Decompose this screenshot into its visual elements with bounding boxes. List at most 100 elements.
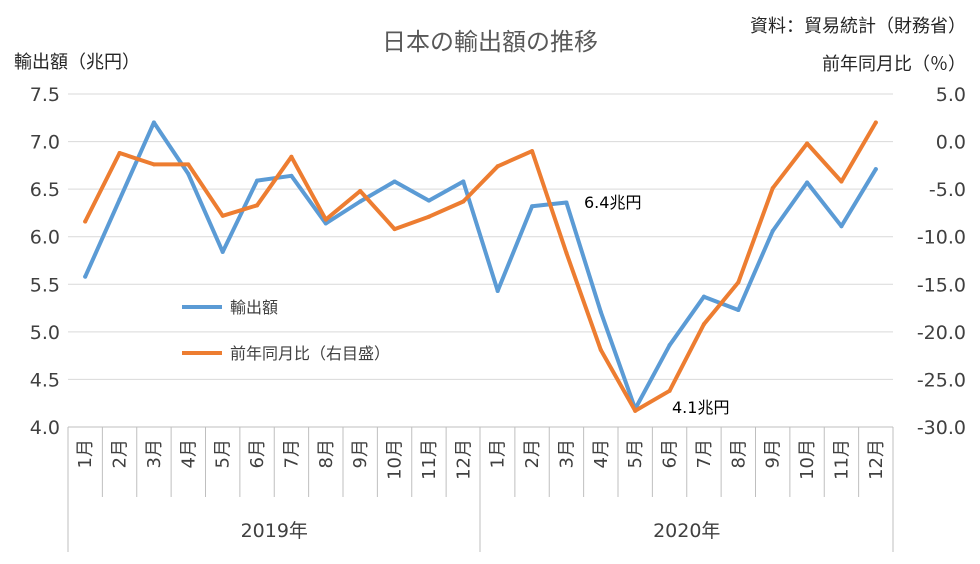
data-point-yoy xyxy=(461,199,466,204)
right-tick-label: 0.0 xyxy=(936,132,966,154)
month-label: 2月 xyxy=(522,439,543,468)
month-label: 1月 xyxy=(488,439,509,468)
data-point-yoy xyxy=(117,150,122,155)
right-tick-label: -30.0 xyxy=(917,417,966,439)
data-point-yoy xyxy=(736,280,741,285)
data-point-export xyxy=(392,179,397,184)
data-point-export xyxy=(770,229,775,234)
left-tick-label: 4.0 xyxy=(30,417,60,439)
series-lines xyxy=(83,120,878,413)
data-point-export xyxy=(839,224,844,229)
data-point-yoy xyxy=(805,141,810,146)
data-point-yoy xyxy=(598,347,603,352)
annotation-may-2020: 4.1兆円 xyxy=(672,398,729,417)
data-point-yoy xyxy=(358,189,363,194)
data-point-export xyxy=(667,343,672,348)
data-point-export xyxy=(289,173,294,178)
data-point-yoy xyxy=(495,164,500,169)
month-label: 3月 xyxy=(144,439,165,468)
month-label: 11月 xyxy=(419,439,440,480)
data-point-yoy xyxy=(323,217,328,222)
legend-label-yoy: 前年同月比（右目盛） xyxy=(230,344,390,363)
series-line-export xyxy=(83,120,878,411)
data-point-yoy xyxy=(220,213,225,218)
data-point-export xyxy=(873,167,878,172)
right-tick-label: -10.0 xyxy=(917,227,966,249)
month-label: 8月 xyxy=(728,439,749,468)
data-point-export xyxy=(186,171,191,176)
month-label: 4月 xyxy=(178,439,199,468)
data-point-yoy xyxy=(564,250,569,255)
month-label: 10月 xyxy=(797,439,818,480)
data-point-export xyxy=(461,179,466,184)
year-label: 2019年 xyxy=(241,520,308,542)
data-point-export xyxy=(598,309,603,314)
annotation-feb-2020: 6.4兆円 xyxy=(584,193,641,212)
axis-ticks: 4.0 4.5 5.0 5.5 6.0 6.5 7.0 7.5 -30.0 -25.0 -20.0 -… xyxy=(30,84,966,439)
month-label: 7月 xyxy=(694,439,715,468)
right-tick-label: -15.0 xyxy=(917,274,966,296)
data-point-yoy xyxy=(701,322,706,327)
data-point-yoy xyxy=(151,162,156,167)
data-point-yoy xyxy=(83,219,88,224)
month-label: 5月 xyxy=(213,439,234,468)
data-point-yoy xyxy=(633,408,638,413)
month-label: 9月 xyxy=(763,439,784,468)
month-label: 6月 xyxy=(247,439,268,468)
data-point-yoy xyxy=(667,388,672,393)
left-tick-label: 7.5 xyxy=(30,84,60,106)
annotations: 6.4兆円 4.1兆円 xyxy=(584,193,729,417)
left-axis-title: 輸出額（兆円） xyxy=(14,52,140,73)
right-tick-label: -20.0 xyxy=(917,322,966,344)
month-label: 9月 xyxy=(350,439,371,468)
right-tick-label: -25.0 xyxy=(917,369,966,391)
left-tick-label: 5.0 xyxy=(30,322,60,344)
month-label: 11月 xyxy=(831,439,852,480)
left-tick-label: 5.5 xyxy=(30,274,60,296)
data-point-export xyxy=(220,249,225,254)
left-tick-label: 4.5 xyxy=(30,369,60,391)
month-label: 5月 xyxy=(625,439,646,468)
year-label: 2020年 xyxy=(653,520,720,542)
left-tick-label: 7.0 xyxy=(30,132,60,154)
source-note: 資料：貿易統計（財務省） xyxy=(750,16,966,37)
data-point-export xyxy=(530,204,535,209)
chart-title: 日本の輸出額の推移 xyxy=(382,28,598,56)
month-label: 8月 xyxy=(316,439,337,468)
data-point-export xyxy=(805,180,810,185)
data-point-yoy xyxy=(186,162,191,167)
data-point-export xyxy=(495,288,500,293)
data-point-yoy xyxy=(255,203,260,208)
month-label: 12月 xyxy=(866,439,887,480)
month-label: 3月 xyxy=(556,439,577,468)
legend: 輸出額 前年同月比（右目盛） xyxy=(182,298,390,363)
data-point-export xyxy=(255,178,260,183)
category-axis: 1月 2月 3月 4月 5月 6月 7月 8月 9月 10月 11月 12月 1月 2月 3月 4月 5月 6月 7… xyxy=(67,426,894,552)
legend-label-export: 輸出額 xyxy=(230,298,278,317)
data-point-yoy xyxy=(530,149,535,154)
month-label: 12月 xyxy=(453,439,474,480)
right-tick-label: -5.0 xyxy=(929,179,966,201)
right-tick-label: 5.0 xyxy=(936,84,966,106)
month-label: 7月 xyxy=(281,439,302,468)
data-point-yoy xyxy=(770,186,775,191)
left-tick-label: 6.0 xyxy=(30,227,60,249)
data-point-yoy xyxy=(839,179,844,184)
data-point-yoy xyxy=(392,227,397,232)
data-point-yoy xyxy=(426,214,431,219)
month-label: 10月 xyxy=(385,439,406,480)
data-point-export xyxy=(151,120,156,125)
month-label: 2月 xyxy=(110,439,131,468)
data-point-export xyxy=(83,274,88,279)
data-point-export xyxy=(323,221,328,226)
month-label: 1月 xyxy=(75,439,96,468)
month-label: 4月 xyxy=(591,439,612,468)
data-point-export xyxy=(117,197,122,202)
gridlines xyxy=(68,93,893,380)
left-tick-label: 6.5 xyxy=(30,179,60,201)
month-label: 6月 xyxy=(660,439,681,468)
series-line-yoy xyxy=(83,120,878,413)
data-point-export xyxy=(358,199,363,204)
